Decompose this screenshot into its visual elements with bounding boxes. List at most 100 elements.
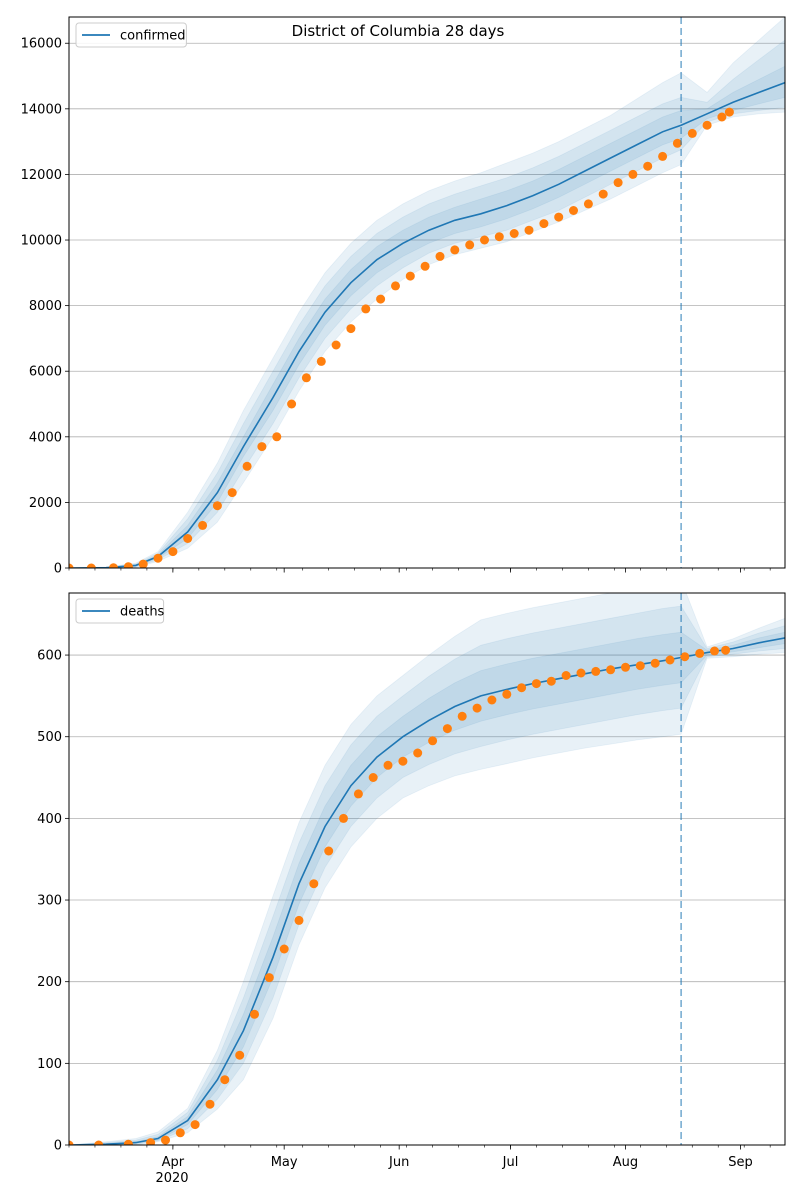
- observed-point: [205, 1099, 215, 1109]
- observed-point: [272, 432, 282, 442]
- observed-point: [257, 442, 267, 452]
- observed-point: [346, 324, 356, 334]
- observed-point: [391, 281, 400, 291]
- uncertainty-band-outer: [69, 593, 785, 1145]
- observed-point: [250, 1009, 259, 1019]
- observed-point: [569, 206, 578, 215]
- observed-point: [190, 1120, 200, 1130]
- observed-point: [717, 112, 727, 122]
- x-tick-label: Jun: [388, 1155, 409, 1170]
- y-tick-label: 600: [37, 649, 62, 664]
- axes-frame: [68, 16, 786, 569]
- observed-point: [435, 251, 445, 261]
- observed-point: [242, 461, 252, 471]
- observed-point: [480, 235, 489, 245]
- observed-point: [539, 219, 549, 229]
- observed-point: [576, 668, 586, 678]
- model-line: [69, 81, 785, 568]
- observed-point: [353, 789, 363, 799]
- observed-point: [702, 120, 712, 130]
- observed-point: [368, 773, 378, 782]
- x-tick-label: Aug: [613, 1155, 638, 1170]
- observed-point: [598, 189, 608, 199]
- observed-point: [161, 1135, 170, 1145]
- observed-point: [376, 294, 386, 304]
- uncertainty-band-middle: [69, 605, 785, 1145]
- observed-point: [227, 488, 237, 498]
- observed-point: [316, 356, 326, 366]
- uncertainty-band-inner: [69, 65, 785, 568]
- observed-point: [428, 736, 438, 746]
- observed-point: [109, 563, 118, 568]
- y-tick-label: 0: [54, 1139, 62, 1154]
- y-tick-label: 10000: [21, 234, 62, 249]
- observed-point: [502, 689, 512, 699]
- observed-point: [554, 212, 564, 222]
- axes-frame: [68, 592, 786, 1146]
- observed-point: [546, 676, 556, 686]
- observed-point: [680, 652, 690, 662]
- observed-point: [687, 128, 697, 138]
- observed-point: [94, 1140, 104, 1145]
- observed-point: [613, 178, 623, 188]
- observed-point: [175, 1128, 185, 1138]
- legend-box: [75, 598, 165, 624]
- y-tick-label: 500: [37, 730, 62, 745]
- observed-point: [695, 648, 705, 658]
- legend: confirmed: [75, 22, 187, 48]
- observed-point: [635, 661, 645, 671]
- chart-deaths: 0 100 200 300 400 500 600 Apr May Jun Jul Aug Sep dea…: [37, 592, 786, 1170]
- observed-point: [472, 703, 482, 713]
- observed-point: [264, 973, 274, 983]
- y-tick-label: 14000: [21, 102, 62, 117]
- legend-label: confirmed: [120, 29, 186, 44]
- observed-point: [339, 813, 348, 823]
- observed-point: [212, 501, 222, 511]
- observed-point: [531, 679, 541, 689]
- uncertainty-band-inner: [69, 631, 785, 1145]
- observed-point: [457, 711, 467, 721]
- observed-point: [398, 756, 408, 766]
- y-tick-label: 200: [37, 975, 62, 990]
- observed-point: [301, 373, 311, 383]
- observed-point: [583, 199, 593, 209]
- observed-point: [183, 534, 193, 543]
- observed-point: [235, 1050, 245, 1060]
- observed-point: [383, 760, 393, 770]
- observed-point: [442, 724, 452, 734]
- observed-point: [643, 161, 653, 171]
- observed-point: [465, 240, 475, 250]
- x-tick-label: May: [271, 1155, 298, 1170]
- observed-point: [658, 151, 668, 161]
- plot-area: [69, 17, 785, 568]
- observed-point: [309, 879, 319, 889]
- observed-point: [413, 748, 423, 758]
- y-tick-label: 6000: [29, 365, 62, 380]
- legend-label: deaths: [120, 605, 165, 620]
- observed-point: [123, 562, 133, 568]
- plot-area: [69, 593, 785, 1145]
- observed-point: [450, 245, 460, 255]
- observed-point: [517, 683, 527, 693]
- observed-point: [724, 107, 734, 117]
- x-tick-label: Sep: [728, 1155, 753, 1170]
- observed-point: [591, 666, 601, 676]
- x-tick-label: Jul: [502, 1155, 519, 1170]
- x-tick-label: Apr: [162, 1155, 185, 1170]
- observed-point: [294, 915, 304, 925]
- uncertainty-band-outer: [69, 17, 785, 568]
- observed-point: [561, 671, 571, 680]
- observed-point: [69, 563, 74, 568]
- observed-point: [198, 520, 208, 530]
- observed-point: [621, 662, 630, 672]
- observed-point: [524, 225, 534, 235]
- observed-point: [420, 261, 430, 271]
- observed-point: [628, 169, 638, 179]
- observed-point: [324, 846, 334, 856]
- observed-point: [361, 304, 371, 314]
- y-tick-label: 16000: [21, 37, 62, 52]
- observed-point: [153, 553, 163, 563]
- observed-point: [168, 547, 178, 557]
- observed-point: [405, 271, 415, 281]
